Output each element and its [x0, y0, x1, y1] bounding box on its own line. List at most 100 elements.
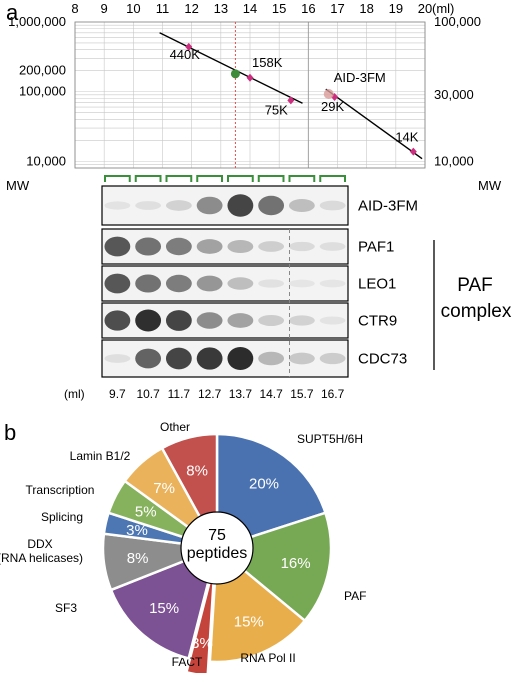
protein-label: CTR9	[358, 313, 397, 330]
fraction-bracket	[257, 175, 285, 182]
fraction-label: 13.7	[229, 387, 253, 401]
pie-slice-name-line: FACT	[172, 655, 203, 669]
right-tick-label: 30,000	[434, 87, 474, 102]
blot-band	[104, 201, 131, 210]
fraction-label: 16.7	[321, 387, 345, 401]
blot-band	[258, 241, 285, 252]
blot-band	[165, 200, 192, 211]
protein-label: AID-3FM	[358, 198, 418, 215]
blot-band	[319, 316, 346, 325]
pie-slice-name: SF3	[55, 601, 77, 615]
standard-marker	[409, 147, 417, 156]
fraction-label: 9.7	[109, 387, 126, 401]
x-tick-label: 20	[418, 1, 432, 16]
blot-band	[104, 310, 131, 331]
standard-marker	[185, 42, 193, 51]
pie-slice-value: 8%	[127, 550, 149, 567]
pie-slice-value: 16%	[281, 555, 311, 572]
complex-label: complex	[441, 301, 512, 322]
blot-band	[196, 312, 223, 329]
pie-center: 75 peptides	[187, 527, 248, 562]
fraction-bracket	[104, 175, 131, 182]
pie-slice-name: RNA Pol II	[240, 651, 295, 665]
fraction-bracket	[319, 175, 346, 182]
fraction-label: 11.7	[168, 387, 191, 401]
blot-band	[135, 348, 162, 369]
fraction-bracket	[196, 175, 223, 182]
blot-band	[135, 309, 162, 332]
pie-center-count: 75	[208, 527, 226, 544]
pie-center-hole	[180, 511, 254, 585]
blot-band	[135, 201, 162, 210]
pie-slice-group: 20%	[215, 432, 327, 550]
x-tick-label: 8	[71, 1, 78, 16]
left-tick-label: 100,000	[19, 84, 66, 99]
x-tick-label: 16	[301, 1, 315, 16]
pie-slice-group: 3%	[184, 561, 217, 673]
right-tick-label: 100,000	[434, 14, 481, 29]
gridlines	[74, 22, 426, 169]
blot-band	[227, 313, 254, 328]
blot-band	[258, 314, 285, 327]
pie-slice-name: FACT	[172, 655, 203, 669]
fraction-label: 15.7	[290, 387, 314, 401]
pie-slice-name-line: Other	[160, 420, 190, 434]
x-tick-label: 10	[126, 1, 140, 16]
fraction-bracket	[227, 175, 254, 182]
blot-band	[227, 239, 254, 254]
pie-slice-value: 20%	[249, 475, 279, 492]
plot-frame	[74, 21, 426, 169]
protein-label: PAF1	[358, 239, 394, 256]
protein-label: LEO1	[358, 276, 396, 293]
blot-band	[288, 198, 315, 213]
left-tick-label: 1,000,000	[8, 14, 66, 29]
x-tick-label: 19	[389, 1, 403, 16]
elution-calibration-chart: 8 9 10 11 12 13 14 15 16 17 18 19 20 (ml) 1,000,000 200…	[6, 1, 502, 193]
pie-slice-name-line: DDX	[27, 537, 52, 551]
fraction-label: 10.7	[136, 387, 160, 401]
blot-band	[258, 351, 285, 366]
blot-band	[104, 354, 131, 363]
blot-band	[165, 274, 192, 293]
pie-slice-value: 15%	[234, 613, 264, 630]
pie-slice-name: SUPT5H/6H	[297, 432, 363, 446]
blot-band	[104, 236, 131, 257]
pie-slice-name-line: (RNA helicases)	[0, 551, 83, 565]
left-tick-label: 200,000	[19, 63, 66, 78]
blot-band	[319, 242, 346, 251]
pie-slice-name-line: Transcription	[26, 483, 95, 497]
blot-band	[258, 279, 285, 288]
pie-slice-name-line: PAF	[344, 589, 366, 603]
blot-band	[227, 346, 254, 371]
protein-label: CDC73	[358, 351, 407, 368]
x-tick-label: 17	[330, 1, 344, 16]
pie-slice-name-line: RNA Pol II	[240, 651, 295, 665]
blot-band	[227, 194, 254, 217]
x-tick-label: 11	[156, 1, 170, 16]
marker-label: 29K	[321, 99, 344, 114]
pie-center-unit: peptides	[187, 545, 248, 562]
x-unit-label: (ml)	[432, 1, 454, 16]
marker-label: 440K	[170, 47, 201, 62]
marker-label: 75K	[265, 102, 288, 117]
pie-slice-group: 15%	[109, 545, 219, 660]
fraction-label: 14.7	[259, 387, 283, 401]
fraction-bracket	[134, 175, 162, 182]
fraction-label: 12.7	[198, 387, 222, 401]
left-axis-label: MW	[6, 178, 30, 193]
blot-band	[165, 237, 192, 256]
pie-slice-value: 3%	[191, 635, 213, 652]
panel-b-label: b	[4, 420, 16, 445]
pie-slice-name: Other	[160, 420, 190, 434]
pie-slice	[215, 432, 327, 550]
blot-band	[319, 352, 346, 365]
pie-slice-value: 5%	[135, 504, 157, 521]
blot-band	[319, 279, 346, 288]
fit-line	[159, 32, 303, 104]
blot-band	[288, 279, 315, 288]
x-tick-label: 15	[272, 1, 286, 16]
blot-band	[104, 273, 131, 294]
fraction-bracket	[165, 175, 193, 182]
peak-marker	[230, 69, 240, 79]
pie-slice	[184, 561, 217, 673]
